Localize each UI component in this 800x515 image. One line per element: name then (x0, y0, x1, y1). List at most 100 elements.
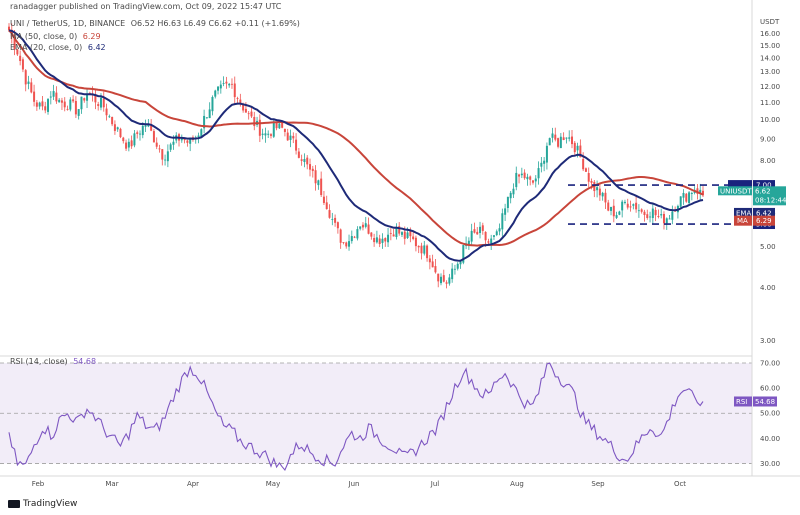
candle-body (571, 136, 574, 145)
axes: USDT 16.00 15.00 14.00 13.00 12.00 11.00 10.00 9… (0, 0, 800, 488)
candle-body (456, 263, 459, 269)
candle-body (512, 188, 515, 195)
candle-body (180, 138, 183, 141)
candle-body (47, 99, 50, 112)
candle-body (21, 59, 24, 70)
candle-body (389, 233, 392, 234)
candle-body (214, 90, 217, 97)
candle-body (35, 102, 38, 107)
candle-body (576, 145, 579, 151)
rsi-tick-label: 50.00 (760, 410, 780, 418)
candle-body (328, 210, 331, 218)
candle-body (292, 135, 295, 139)
candle-body (554, 134, 557, 140)
candle-body (339, 229, 342, 243)
candle-body (264, 133, 267, 136)
candle-body (189, 137, 192, 144)
candle-body (448, 277, 451, 284)
candle-body (479, 226, 482, 233)
candle-body (94, 94, 97, 103)
candle-body (164, 159, 167, 161)
symbol-tag-text: UNIUSDT (720, 187, 752, 195)
candle-body (545, 145, 548, 163)
candle-body (144, 125, 147, 127)
candle-body (632, 204, 635, 206)
y-tick-label: 5.00 (760, 243, 776, 251)
candle-body (601, 192, 604, 197)
candle-body (55, 92, 58, 102)
candle-body (671, 211, 674, 220)
candle-body (272, 121, 275, 137)
candle-body (699, 189, 702, 194)
candle-body (423, 245, 426, 254)
candle-body (295, 139, 298, 151)
rsi-tick-label: 60.00 (760, 385, 780, 393)
candle-body (523, 172, 526, 179)
candle-body (267, 133, 270, 135)
candle-body (409, 231, 412, 237)
level-high-text: 7.00 (756, 182, 772, 190)
candle-body (111, 116, 114, 125)
candle-body (136, 132, 139, 134)
candle-body (283, 129, 286, 132)
candle-body (702, 190, 704, 196)
tradingview-logo[interactable]: TradingView (8, 499, 77, 509)
candle-body (345, 242, 348, 247)
y-tick-label: 9.00 (760, 136, 776, 144)
candle-body (359, 226, 362, 229)
candle-body (598, 188, 601, 196)
candle-body (367, 224, 370, 234)
x-tick-label: Jul (430, 480, 440, 488)
candle-body (481, 225, 484, 231)
candle-body (501, 213, 504, 230)
candle-body (197, 135, 200, 137)
candle-body (119, 128, 122, 138)
candle-body (412, 236, 415, 239)
candle-body (420, 245, 423, 254)
candle-body (370, 232, 373, 237)
candle-body (49, 96, 52, 98)
candle-body (596, 187, 599, 191)
candle-body (309, 164, 312, 170)
candle-body (311, 168, 314, 172)
rsi-tag-label: RSI (736, 398, 747, 406)
x-tick-label: Oct (674, 480, 686, 488)
ema-value-text: 6.42 (756, 209, 772, 217)
candle-body (417, 245, 420, 248)
candle-body (289, 135, 292, 140)
candle-body (431, 261, 434, 268)
candle-body (406, 232, 409, 238)
ema-legend[interactable]: EMA (20, close, 0) 6.42 (10, 43, 109, 52)
ma-tag-label: MA (737, 217, 748, 225)
rsi-legend[interactable]: RSI (14, close) 54.68 (10, 357, 99, 366)
tradingview-logo-text: TradingView (23, 499, 78, 509)
candle-body (467, 240, 470, 245)
candle-body (33, 91, 36, 102)
candle-body (607, 202, 610, 211)
candle-body (203, 115, 206, 129)
candle-body (682, 192, 685, 198)
candle-body (361, 224, 364, 228)
x-tick-label: Apr (187, 480, 199, 488)
candle-body (102, 98, 105, 108)
candle-body (125, 142, 128, 149)
candle-body (83, 98, 86, 101)
candle-body (239, 99, 242, 105)
candle-body (626, 203, 629, 208)
candle-body (649, 216, 652, 218)
candle-body (384, 238, 387, 242)
candle-body (222, 83, 225, 84)
candle-body (364, 223, 367, 227)
rsi-tick-label: 40.00 (760, 435, 780, 443)
candle-body (105, 108, 108, 116)
candle-body (640, 209, 643, 212)
candle-body (568, 137, 571, 139)
candle-body (618, 211, 621, 215)
candle-body (317, 180, 320, 186)
candle-body (529, 176, 532, 180)
candle-body (247, 113, 250, 115)
candle-body (526, 176, 529, 180)
candle-body (72, 99, 75, 102)
ma-legend[interactable]: MA (50, close, 0) 6.29 (10, 32, 104, 41)
